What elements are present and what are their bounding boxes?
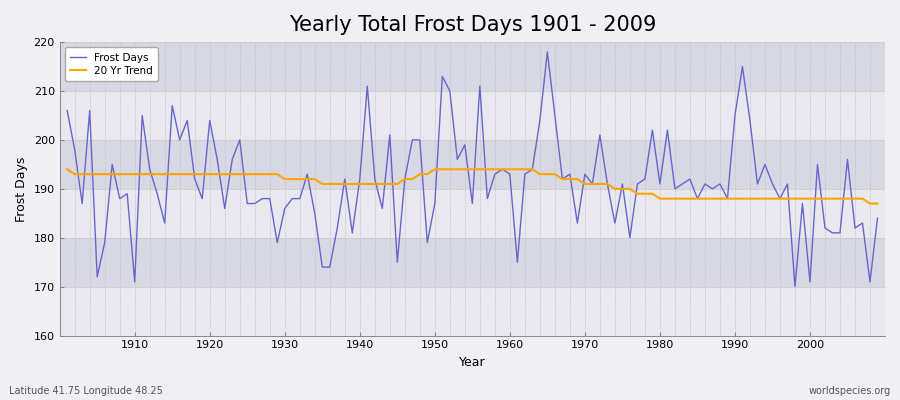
- Line: Frost Days: Frost Days: [68, 52, 878, 287]
- 20 Yr Trend: [865, 201, 876, 206]
- 20 Yr Trend: [497, 167, 508, 172]
- Bar: [59, 42, 885, 91]
- Frost Days: [504, 172, 515, 176]
- 20 Yr Trend: [122, 172, 132, 176]
- Title: Yearly Total Frost Days 1901 - 2009: Yearly Total Frost Days 1901 - 2009: [289, 15, 656, 35]
- Bar: [59, 189, 885, 238]
- Frost Days: [542, 50, 553, 54]
- Bar: [59, 91, 885, 140]
- 20 Yr Trend: [62, 167, 73, 172]
- Frost Days: [789, 284, 800, 289]
- Line: 20 Yr Trend: 20 Yr Trend: [68, 169, 878, 204]
- Bar: [59, 238, 885, 287]
- Bar: [59, 140, 885, 189]
- Legend: Frost Days, 20 Yr Trend: Frost Days, 20 Yr Trend: [65, 47, 158, 81]
- 20 Yr Trend: [872, 201, 883, 206]
- Frost Days: [62, 108, 73, 113]
- 20 Yr Trend: [332, 182, 343, 186]
- Frost Days: [602, 182, 613, 186]
- 20 Yr Trend: [504, 167, 515, 172]
- Bar: [59, 287, 885, 336]
- Text: worldspecies.org: worldspecies.org: [809, 386, 891, 396]
- Frost Days: [497, 167, 508, 172]
- Text: Latitude 41.75 Longitude 48.25: Latitude 41.75 Longitude 48.25: [9, 386, 163, 396]
- 20 Yr Trend: [595, 182, 606, 186]
- Frost Days: [122, 191, 132, 196]
- X-axis label: Year: Year: [459, 356, 486, 369]
- Frost Days: [872, 216, 883, 220]
- Frost Days: [332, 226, 343, 230]
- 20 Yr Trend: [287, 177, 298, 182]
- Y-axis label: Frost Days: Frost Days: [15, 156, 28, 222]
- Frost Days: [287, 196, 298, 201]
